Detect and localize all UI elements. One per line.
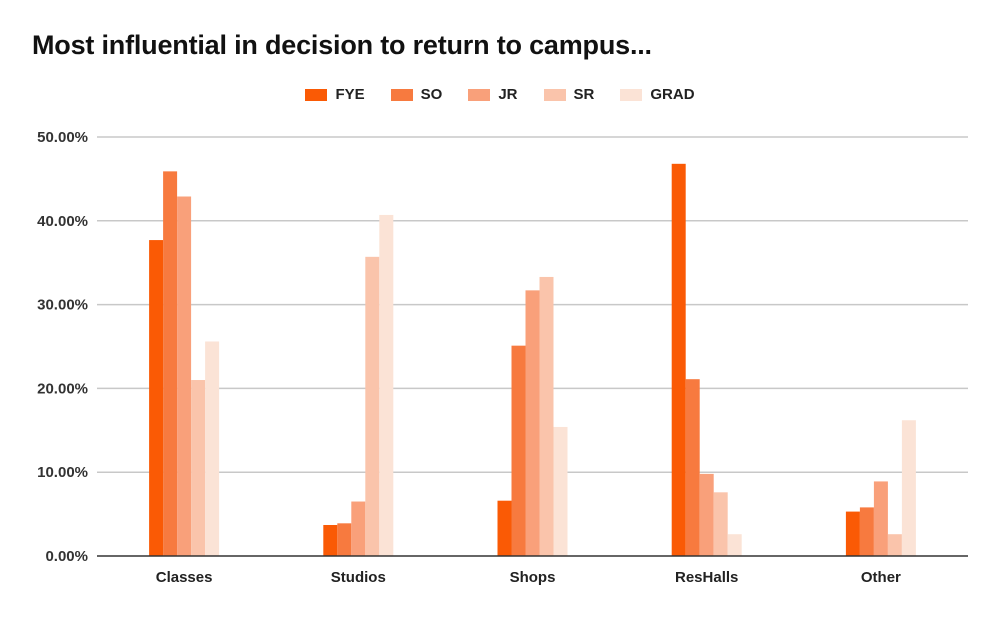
x-category-label: Studios xyxy=(331,569,386,586)
bar-jr-shops xyxy=(525,290,540,556)
bar-jr-classes xyxy=(177,196,192,557)
y-tick-label: 20.00% xyxy=(37,380,88,397)
y-tick-label: 40.00% xyxy=(37,213,88,230)
bar-sr-reshalls xyxy=(713,492,728,556)
y-tick-label: 10.00% xyxy=(37,464,88,481)
x-category-label: Classes xyxy=(156,569,213,586)
bar-sr-studios xyxy=(365,256,380,556)
x-category-label: Other xyxy=(861,569,901,586)
legend-label: SO xyxy=(420,86,443,103)
x-category-label: ResHalls xyxy=(675,569,738,586)
bar-so-other xyxy=(859,507,874,556)
legend-swatch xyxy=(543,88,566,101)
bar-grad-reshalls xyxy=(727,534,742,556)
bar-jr-studios xyxy=(351,501,366,556)
bar-jr-reshalls xyxy=(699,473,714,556)
bar-so-classes xyxy=(163,171,178,556)
bar-sr-classes xyxy=(191,380,206,556)
bar-grad-other xyxy=(901,420,916,556)
bar-fye-other xyxy=(845,511,860,556)
legend: FYE SO JR SR GRAD xyxy=(0,86,1000,103)
legend-swatch xyxy=(390,88,413,101)
legend-label: SR xyxy=(573,86,595,103)
legend-label: GRAD xyxy=(650,86,695,103)
bar-grad-shops xyxy=(553,426,568,556)
legend-swatch xyxy=(468,88,491,101)
legend-label: FYE xyxy=(335,86,365,103)
legend-label: JR xyxy=(498,86,518,103)
bar-fye-shops xyxy=(497,500,512,556)
y-tick-label: 50.00% xyxy=(37,129,88,146)
legend-swatch xyxy=(305,88,328,101)
bar-so-studios xyxy=(337,523,352,556)
bar-grad-studios xyxy=(379,214,394,556)
bar-so-reshalls xyxy=(685,379,700,556)
bar-fye-studios xyxy=(323,524,338,556)
y-tick-label: 30.00% xyxy=(37,297,88,314)
legend-item: SR xyxy=(543,86,595,103)
legend-item: FYE xyxy=(305,86,365,103)
legend-item: SO xyxy=(390,86,443,103)
chart-title: Most influential in decision to return t… xyxy=(32,30,652,60)
y-tick-label: 0.00% xyxy=(45,548,88,565)
bar-fye-classes xyxy=(149,240,164,556)
legend-item: JR xyxy=(468,86,518,103)
legend-item: GRAD xyxy=(620,86,695,103)
legend-swatch xyxy=(620,88,643,101)
bar-jr-other xyxy=(873,481,888,556)
bar-grad-classes xyxy=(205,341,220,556)
bar-fye-reshalls xyxy=(671,163,686,557)
bar-so-shops xyxy=(511,345,526,556)
x-category-label: Shops xyxy=(510,569,556,586)
bar-sr-shops xyxy=(539,276,554,556)
bar-sr-other xyxy=(887,534,902,556)
